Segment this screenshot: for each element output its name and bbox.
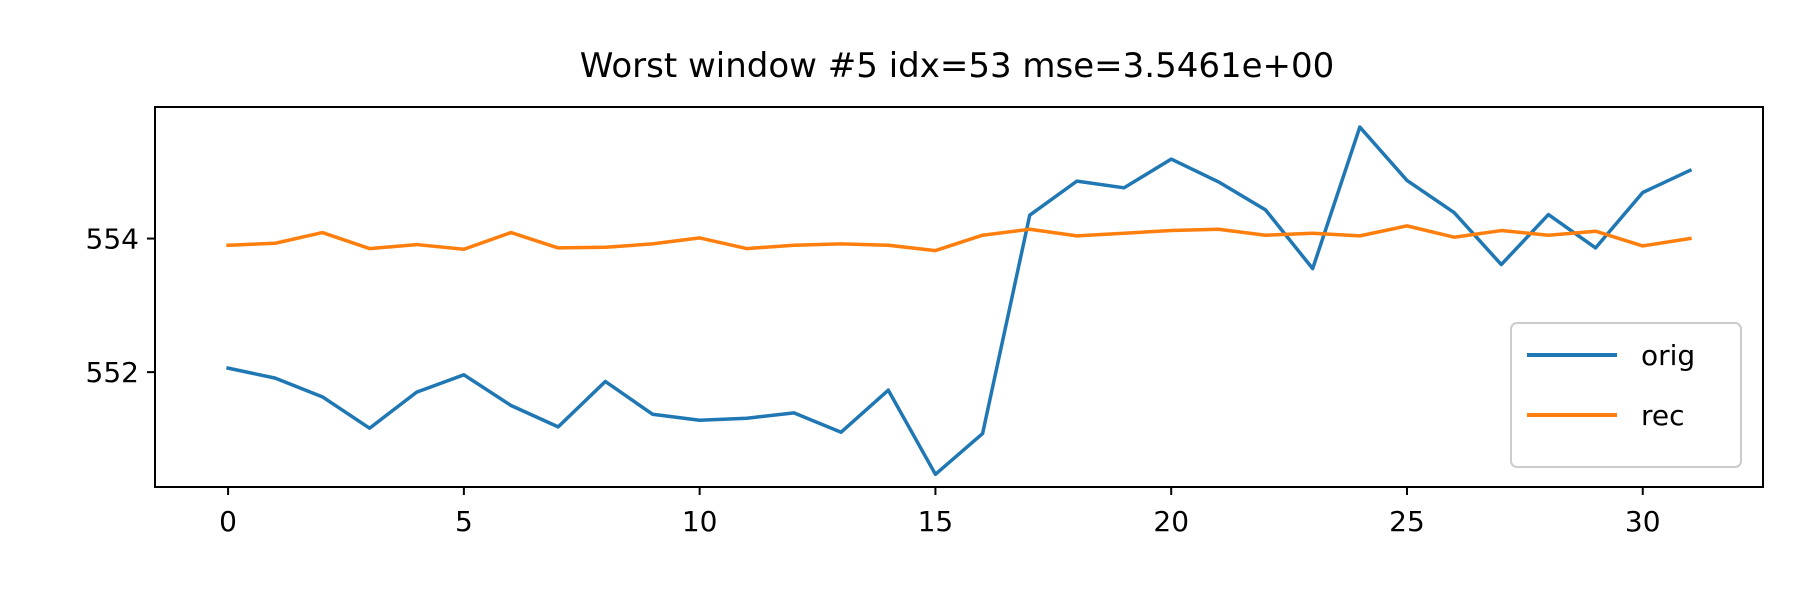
x-axis: 0 5 10 15 20 25 30	[219, 487, 1661, 538]
legend-box	[1510, 322, 1742, 468]
y-tick-label: 552	[86, 356, 139, 389]
legend-label-orig: orig	[1641, 339, 1695, 372]
x-tick-label: 15	[918, 505, 954, 538]
chart-title: Worst window #5 idx=53 mse=3.5461e+00	[580, 46, 1335, 86]
x-tick-label: 10	[682, 505, 718, 538]
x-tick-label: 20	[1153, 505, 1189, 538]
legend: orig rec	[1510, 322, 1742, 468]
x-tick-label: 5	[455, 505, 473, 538]
legend-label-rec: rec	[1641, 399, 1685, 432]
plot-frame	[154, 106, 1764, 488]
y-tick-label: 554	[86, 223, 139, 256]
y-axis: 552 554	[86, 223, 155, 389]
x-tick-label: 25	[1389, 505, 1425, 538]
series-line-rec	[226, 224, 1692, 253]
series-line-orig	[226, 125, 1693, 477]
plot-lines	[226, 125, 1693, 477]
x-tick-label: 30	[1625, 505, 1661, 538]
x-tick-label: 0	[219, 505, 237, 538]
